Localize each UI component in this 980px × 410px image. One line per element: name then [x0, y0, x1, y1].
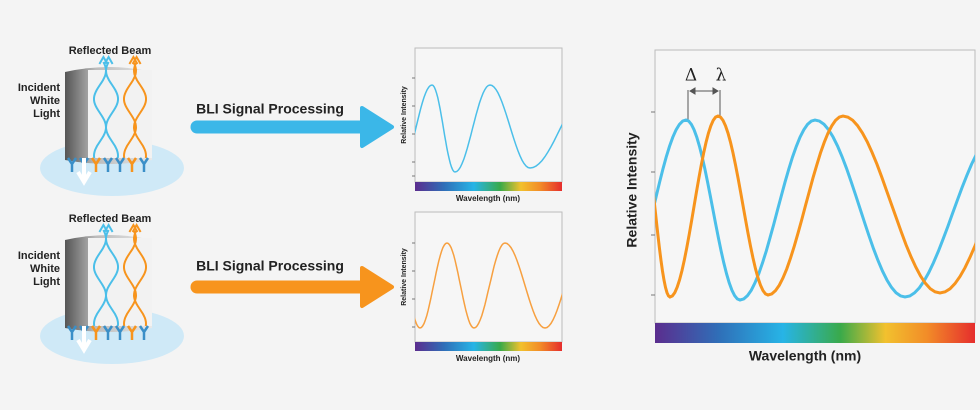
antibody — [138, 325, 150, 340]
arrow-label: BLI Signal Processing — [196, 258, 344, 274]
beam — [122, 61, 138, 159]
antibody — [114, 325, 126, 340]
antibody — [90, 157, 102, 172]
curve — [415, 84, 562, 173]
beam — [122, 229, 138, 327]
shift-label: Δ — [685, 66, 697, 86]
beam — [92, 229, 108, 327]
arrow — [190, 106, 394, 148]
beam-head — [103, 54, 114, 65]
antibody — [114, 157, 126, 172]
sensor — [40, 54, 184, 196]
y-axis-label: Relative Intensity — [401, 86, 408, 144]
antibody — [66, 325, 78, 340]
x-axis-label: Wavelength (nm) — [456, 194, 520, 203]
y-axis-label: Relative Intensity — [401, 248, 408, 306]
reflected-label: Reflected Beam — [69, 45, 152, 57]
y-axis-label: Relative Intensity — [624, 132, 640, 247]
beam-head — [128, 222, 139, 233]
beam — [92, 61, 108, 159]
arrow — [190, 266, 394, 308]
x-axis-label: Wavelength (nm) — [456, 354, 520, 363]
sensor — [40, 222, 184, 364]
antibody — [138, 157, 150, 172]
shift-marker — [687, 87, 721, 122]
beam-head — [131, 222, 142, 233]
reflected-label: Reflected Beam — [69, 213, 152, 225]
incident-label: White — [30, 263, 60, 275]
beam-head — [131, 54, 142, 65]
incident-label: White — [30, 95, 60, 107]
spectrum-bar — [415, 342, 562, 351]
antibody — [90, 325, 102, 340]
incident-label: Light — [33, 276, 60, 288]
beam-head — [128, 54, 139, 65]
beam — [132, 61, 148, 159]
curve — [655, 114, 975, 299]
curve — [415, 242, 562, 329]
plot-frame — [414, 211, 563, 343]
beam — [132, 229, 148, 327]
antibody — [66, 157, 78, 172]
spectrum-bar — [415, 182, 562, 191]
spectrum-bar — [655, 323, 975, 343]
incident-label: Light — [33, 108, 60, 120]
beam — [104, 229, 120, 327]
beam-head — [103, 222, 114, 233]
antibody — [126, 157, 138, 172]
arrow-label: BLI Signal Processing — [196, 101, 344, 117]
incident-arrow — [76, 326, 92, 354]
antibody — [126, 325, 138, 340]
curve — [655, 118, 975, 302]
antibody — [102, 325, 114, 340]
incident-arrow — [76, 158, 92, 186]
wavelength-label: λ — [716, 66, 727, 86]
antibody — [102, 157, 114, 172]
incident-label: Incident — [18, 82, 61, 94]
plot-frame — [414, 47, 563, 183]
x-axis-label: Wavelength (nm) — [749, 348, 861, 364]
beam — [104, 61, 120, 159]
incident-label: Incident — [18, 250, 61, 262]
